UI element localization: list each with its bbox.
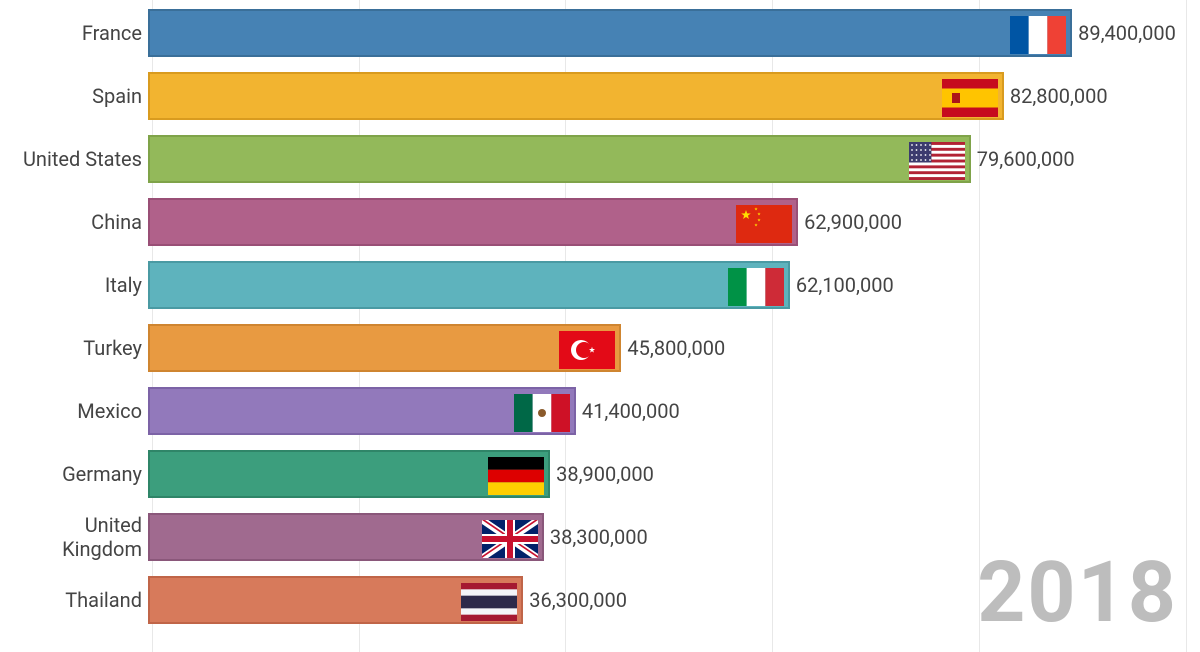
year-label: 2018	[977, 543, 1178, 642]
bar-track: 45,800,000	[148, 324, 1200, 372]
bar-value: 79,600,000	[971, 135, 1075, 183]
bar	[148, 324, 621, 372]
bar	[148, 576, 523, 624]
bar	[148, 261, 790, 309]
bar	[148, 387, 576, 435]
bar	[148, 72, 1004, 120]
bar-track: 79,600,000	[148, 135, 1200, 183]
bar-track: 82,800,000	[148, 72, 1200, 120]
country-label: Spain	[0, 84, 148, 108]
bar-value: 62,100,000	[790, 261, 894, 309]
uk-flag-icon	[482, 520, 538, 558]
bar-row: Mexico 41,400,000	[0, 384, 1200, 438]
bar	[148, 135, 971, 183]
country-label: United Kingdom	[0, 513, 148, 561]
bar-row: France 89,400,000	[0, 6, 1200, 60]
bar-track: 89,400,000	[148, 9, 1200, 57]
country-label: Thailand	[0, 588, 148, 612]
bar-track: 41,400,000	[148, 387, 1200, 435]
bar	[148, 450, 550, 498]
bar	[148, 513, 544, 561]
bar-row: Germany 38,900,000	[0, 447, 1200, 501]
germany-flag-icon	[488, 457, 544, 495]
bar-value: 45,800,000	[621, 324, 725, 372]
bar-track: 62,900,000	[148, 198, 1200, 246]
bar-row: Italy 62,100,000	[0, 258, 1200, 312]
bar-value: 38,300,000	[544, 513, 648, 561]
bar-row: United States 79,600,000	[0, 132, 1200, 186]
bar-chart-race: France 89,400,000 Spain 82,800,000 United St…	[0, 0, 1200, 652]
country-label: Mexico	[0, 399, 148, 423]
bar	[148, 9, 1072, 57]
country-label: China	[0, 210, 148, 234]
country-label: United States	[0, 147, 148, 171]
country-label: France	[0, 21, 148, 45]
spain-flag-icon	[942, 79, 998, 117]
usa-flag-icon	[909, 142, 965, 180]
bar-row: Spain 82,800,000	[0, 69, 1200, 123]
bar-value: 82,800,000	[1004, 72, 1108, 120]
bar-track: 62,100,000	[148, 261, 1200, 309]
country-label: Turkey	[0, 336, 148, 360]
france-flag-icon	[1010, 16, 1066, 54]
china-flag-icon	[736, 205, 792, 243]
bar-value: 36,300,000	[523, 576, 627, 624]
bar-track: 38,900,000	[148, 450, 1200, 498]
bar	[148, 198, 798, 246]
bar-row: Turkey 45,800,000	[0, 321, 1200, 375]
mexico-flag-icon	[514, 394, 570, 432]
bar-value: 62,900,000	[798, 198, 902, 246]
bar-value: 89,400,000	[1072, 9, 1176, 57]
country-label: Germany	[0, 462, 148, 486]
turkey-flag-icon	[559, 331, 615, 369]
bar-row: China 62,900,000	[0, 195, 1200, 249]
bar-value: 38,900,000	[550, 450, 654, 498]
italy-flag-icon	[728, 268, 784, 306]
country-label: Italy	[0, 273, 148, 297]
thailand-flag-icon	[461, 583, 517, 621]
bar-value: 41,400,000	[576, 387, 680, 435]
